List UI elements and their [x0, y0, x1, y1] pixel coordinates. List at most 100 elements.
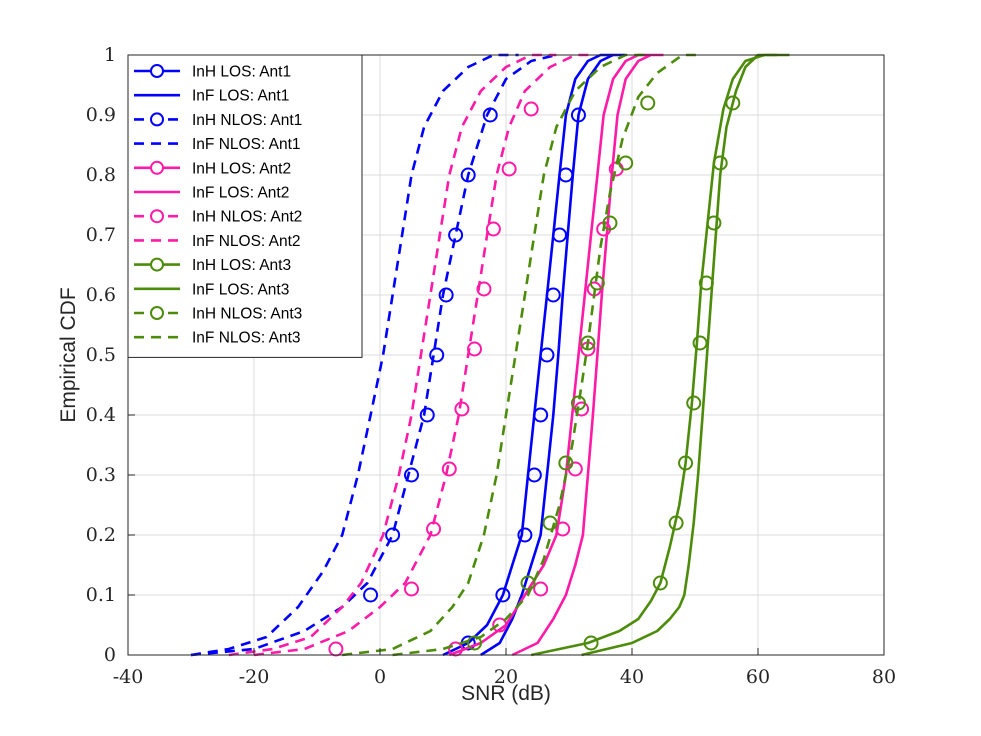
legend-label: InF NLOS: Ant2 — [192, 233, 301, 250]
legend: InH LOS: Ant1 InF LOS: Ant1 InH NLOS: Ant1… — [127, 54, 363, 358]
series-marker — [441, 461, 457, 477]
series-line — [190, 53, 519, 657]
series-marker — [686, 395, 702, 411]
series-marker — [467, 341, 482, 357]
series-marker — [419, 407, 435, 423]
legend-label: InH LOS: Ant3 — [192, 257, 291, 274]
series-marker — [385, 527, 401, 543]
legend-label: InF NLOS: Ant1 — [192, 136, 301, 153]
legend-item: InH LOS: Ant2 — [134, 160, 291, 177]
legend-label: InF NLOS: Ant3 — [192, 330, 301, 347]
series-marker — [492, 617, 508, 633]
series-marker — [429, 347, 445, 363]
series-marker — [363, 587, 379, 603]
legend-item: InF LOS: Ant2 — [134, 185, 289, 202]
y-tick-label: 0.4 — [86, 404, 116, 426]
series-marker — [501, 161, 517, 177]
legend-label: InF LOS: Ant2 — [192, 185, 289, 202]
series-inh-nlos-ant3 — [392, 53, 702, 657]
series-marker — [438, 287, 454, 303]
legend-marker-sample — [150, 209, 164, 224]
legend-item: InH NLOS: Ant3 — [134, 306, 302, 323]
series-marker — [495, 587, 511, 603]
series-line — [228, 53, 557, 657]
series-line — [253, 53, 595, 657]
series-marker — [570, 395, 586, 411]
series-marker — [482, 107, 498, 123]
series-marker — [640, 95, 656, 111]
series-line — [392, 53, 702, 657]
legend-item: InH NLOS: Ant2 — [134, 209, 302, 226]
legend-box — [127, 54, 363, 358]
x-tick-label: 0 — [374, 666, 386, 688]
series-line — [581, 53, 777, 657]
series-marker — [725, 95, 741, 111]
series-marker — [555, 521, 571, 537]
series-marker — [533, 581, 549, 597]
series-marker — [517, 527, 533, 543]
y-tick-label: 0.5 — [86, 344, 116, 366]
series-marker — [426, 521, 442, 537]
series-marker — [520, 575, 536, 591]
series-marker — [618, 155, 634, 171]
series-marker — [542, 515, 558, 531]
x-tick-label: 80 — [872, 666, 896, 688]
series-marker — [552, 227, 568, 243]
series-marker — [404, 581, 419, 597]
series-inf-nlos-ant3 — [342, 53, 651, 657]
legend-label: InH NLOS: Ant3 — [192, 306, 302, 323]
legend-label: InH LOS: Ant2 — [192, 160, 291, 177]
legend-label: InF LOS: Ant3 — [192, 281, 289, 298]
series-marker — [476, 281, 492, 297]
legend-label: InF LOS: Ant1 — [192, 88, 289, 105]
legend-item: InH LOS: Ant1 — [134, 64, 291, 81]
x-tick-label: 20 — [494, 666, 518, 688]
legend-item: InF NLOS: Ant1 — [134, 136, 301, 153]
y-tick-label: 0.9 — [86, 104, 116, 126]
series-line — [511, 53, 664, 657]
series-inf-los-ant3 — [581, 53, 777, 657]
series-marker — [652, 575, 668, 591]
series-inh-nlos-ant1 — [190, 53, 557, 657]
legend-item: InF NLOS: Ant3 — [134, 330, 301, 347]
series-inh-los-ant1 — [442, 53, 614, 657]
series-line — [530, 53, 790, 657]
y-axis-title: Empirical CDF — [57, 287, 80, 422]
legend-label: InH NLOS: Ant2 — [192, 209, 302, 226]
y-tick-label: 0.8 — [86, 164, 116, 186]
series-marker — [545, 287, 561, 303]
legend-marker-sample — [150, 160, 164, 175]
series-inh-nlos-ant2 — [253, 53, 595, 657]
series-marker — [580, 335, 596, 351]
series-marker — [706, 215, 722, 231]
series-curves — [190, 53, 790, 657]
legend-marker-sample — [150, 64, 164, 78]
legend-item: InH NLOS: Ant1 — [134, 112, 302, 129]
y-tick-label: 0 — [104, 644, 116, 666]
x-axis-title: SNR (dB) — [461, 682, 551, 705]
series-inf-nlos-ant2 — [228, 53, 557, 657]
y-tick-label: 0.1 — [86, 584, 116, 606]
legend-item: InF LOS: Ant3 — [134, 281, 289, 298]
y-tick-label: 1 — [104, 44, 116, 66]
legend-item: InF LOS: Ant1 — [134, 88, 289, 105]
series-marker — [454, 401, 470, 417]
legend-label: InH LOS: Ant1 — [192, 64, 291, 81]
legend-marker-sample — [150, 257, 164, 272]
series-marker — [678, 455, 694, 471]
legend-marker-sample — [150, 306, 164, 320]
axis-ticks: -40 -20 0 20 40 60 80 0 0.1 0.2 0.3 0.4 0.5 0.6 0.7 0.8… — [86, 44, 896, 688]
series-marker — [583, 635, 599, 651]
series-marker — [558, 455, 574, 471]
series-line — [342, 53, 651, 657]
series-inf-nlos-ant1 — [190, 53, 519, 657]
legend-marker-sample — [150, 112, 164, 127]
series-marker — [533, 407, 549, 423]
x-tick-label: -40 — [113, 666, 144, 688]
x-tick-label: 60 — [746, 666, 770, 688]
series-marker — [539, 347, 555, 363]
series-marker — [523, 101, 539, 117]
series-marker — [668, 515, 684, 531]
y-tick-label: 0.3 — [86, 464, 116, 486]
